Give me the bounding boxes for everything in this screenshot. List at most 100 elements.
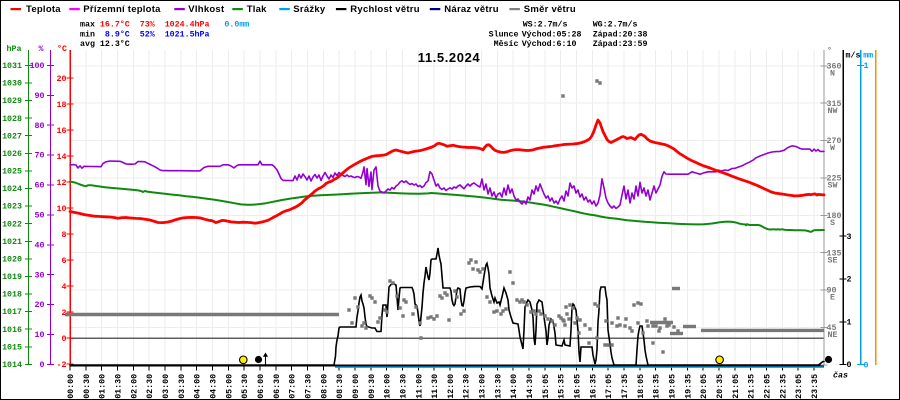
svg-text:20: 20 [35,301,45,310]
svg-text:16:05: 16:05 [574,374,583,399]
svg-text:00:00: 00:00 [67,374,76,399]
svg-text:1016: 1016 [2,326,22,335]
svg-text:60: 60 [35,182,45,191]
svg-text:3: 3 [847,233,852,242]
svg-text:Slunce: Slunce [489,29,519,39]
svg-text:14: 14 [57,153,67,162]
svg-text:12: 12 [57,179,67,188]
svg-text:SW: SW [828,182,838,191]
svg-text:05:30: 05:30 [241,374,250,399]
svg-text:1028: 1028 [2,115,22,124]
svg-text:315: 315 [827,100,842,109]
svg-text:1025: 1025 [2,168,22,177]
svg-text:135: 135 [827,249,842,258]
svg-text:90: 90 [35,92,45,101]
svg-text:1022: 1022 [2,220,22,229]
svg-text:m/s: m/s [846,51,861,61]
svg-text:1023: 1023 [2,203,22,212]
svg-text:0: 0 [40,361,45,370]
svg-text:N: N [830,69,835,78]
svg-text:10:30: 10:30 [399,374,408,399]
svg-text:Východ:6:10: Východ:6:10 [522,39,577,49]
svg-text:1030: 1030 [2,80,22,89]
svg-text:0: 0 [62,335,67,344]
svg-text:11:30: 11:30 [431,374,440,399]
svg-text:01:00: 01:00 [99,374,108,399]
svg-text:WS:2.7m/s: WS:2.7m/s [523,20,568,30]
svg-text:18:35: 18:35 [653,374,662,399]
svg-text:Vlhkost: Vlhkost [188,4,225,15]
svg-text:0: 0 [864,362,869,371]
svg-text:1024: 1024 [2,185,22,194]
svg-text:73%: 73% [140,21,155,30]
svg-text:Teplota: Teplota [26,4,61,15]
svg-text:1018: 1018 [2,291,22,300]
svg-text:07:30: 07:30 [304,374,313,399]
svg-text:08:00: 08:00 [320,374,329,399]
svg-text:avg: avg [80,40,95,49]
svg-text:07:00: 07:00 [289,374,298,399]
svg-text:0.0mm: 0.0mm [224,21,249,30]
svg-text:52%: 52% [140,30,155,39]
svg-text:23:05: 23:05 [795,374,804,399]
svg-text:23:35: 23:35 [811,374,820,399]
svg-text:90: 90 [827,287,837,296]
svg-text:70: 70 [35,152,45,161]
svg-text:11:00: 11:00 [415,374,424,399]
svg-text:18:05: 18:05 [637,374,646,399]
svg-text:1029: 1029 [2,97,22,106]
svg-text:2: 2 [62,309,67,318]
svg-text:40: 40 [35,241,45,250]
svg-text:14:00: 14:00 [510,374,519,399]
svg-text:11.5.2024: 11.5.2024 [418,50,481,65]
svg-text:°: ° [827,47,832,56]
svg-text:1019: 1019 [2,273,22,282]
svg-text:17:35: 17:35 [621,374,630,399]
svg-text:6: 6 [62,257,67,266]
svg-text:20:05: 20:05 [700,374,709,399]
svg-text:100: 100 [30,62,45,71]
svg-text:0: 0 [847,361,852,370]
svg-text:W: W [830,144,835,153]
svg-text:30: 30 [35,271,45,280]
svg-text:1: 1 [847,318,852,327]
svg-text:Rychlost větru: Rychlost větru [350,4,420,15]
svg-text:12:30: 12:30 [463,374,472,399]
svg-text:22:35: 22:35 [779,374,788,399]
svg-text:min: min [80,29,95,39]
svg-text:360: 360 [827,62,842,71]
svg-text:%: % [39,45,44,54]
svg-text:10: 10 [57,205,67,214]
svg-text:02:30: 02:30 [146,374,155,399]
svg-text:20:35: 20:35 [716,374,725,399]
svg-text:15:05: 15:05 [542,374,551,399]
svg-text:8.9°C: 8.9°C [105,30,130,39]
svg-text:1027: 1027 [2,132,22,141]
svg-text:10:00: 10:00 [384,374,393,399]
svg-text:E: E [830,294,835,303]
svg-text:21:35: 21:35 [748,374,757,399]
svg-text:22:05: 22:05 [764,374,773,399]
svg-text:17:05: 17:05 [605,374,614,399]
svg-text:NW: NW [828,107,838,116]
svg-text:1026: 1026 [2,150,22,159]
svg-text:20: 20 [57,75,67,84]
svg-text:03:30: 03:30 [178,374,187,399]
svg-text:01:30: 01:30 [115,374,124,399]
svg-text:Náraz větru: Náraz větru [444,4,499,15]
svg-text:hPa: hPa [7,44,22,54]
svg-text:14:30: 14:30 [526,374,535,399]
svg-text:19:35: 19:35 [684,374,693,399]
svg-text:mm: mm [863,52,873,61]
svg-text:1021.5hPa: 1021.5hPa [165,29,210,39]
svg-text:Tlak: Tlak [247,4,267,15]
svg-text:12.3°C: 12.3°C [100,40,130,49]
svg-text:03:00: 03:00 [162,374,171,399]
svg-text:2: 2 [847,276,852,285]
svg-text:1: 1 [864,62,869,71]
svg-text:45: 45 [827,324,837,333]
svg-text:16.7°C: 16.7°C [100,21,130,30]
svg-text:15:35: 15:35 [558,374,567,399]
svg-text:270: 270 [827,137,842,146]
svg-text:max: max [80,21,95,30]
